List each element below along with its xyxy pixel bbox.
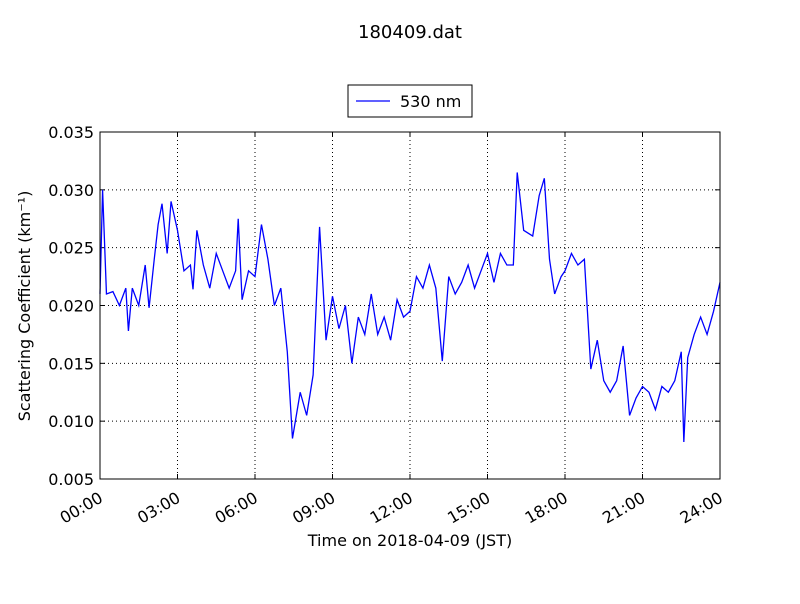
y-axis-label: Scattering Coefficient (km⁻¹) [15,191,34,422]
chart-title: 180409.dat [358,22,462,43]
y-tick-label: 0.035 [48,123,94,142]
y-tick-label: 0.030 [48,181,94,200]
plot-frame [99,131,721,480]
y-tick-label: 0.020 [48,297,94,316]
y-tick-label: 0.005 [48,470,94,489]
data-line [99,172,721,443]
y-tick-label: 0.015 [48,354,94,373]
legend-label: 530 nm [400,92,461,111]
x-axis-label: Time on 2018-04-09 (JST) [307,531,512,550]
y-tick-label: 0.010 [48,412,94,431]
y-tick-label: 0.025 [48,239,94,258]
